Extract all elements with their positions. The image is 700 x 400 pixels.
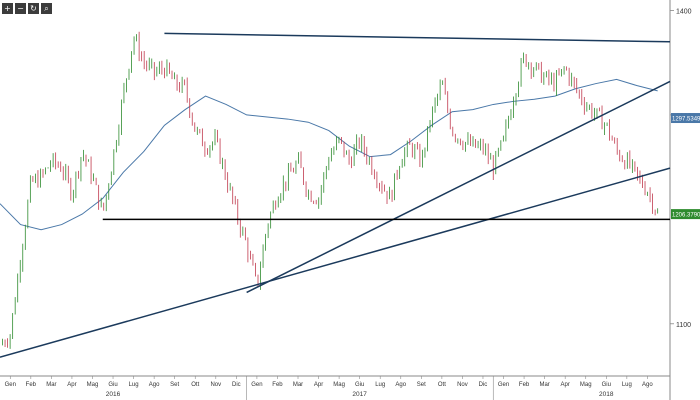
x-tick-label: Mar (539, 382, 549, 388)
y-tick-label: 1100 (676, 322, 691, 329)
x-tick-label: Giu (355, 382, 364, 388)
x-tick-label: Ott (191, 382, 199, 388)
x-tick-label: Lug (622, 382, 632, 388)
x-tick-label: Nov (457, 382, 468, 388)
x-tick-label: Feb (272, 382, 283, 388)
x-tick-label: Gen (498, 382, 509, 388)
minus-icon[interactable]: − (15, 3, 26, 14)
chart-toolbar: + − ↻ ⌕ (2, 3, 52, 14)
x-tick-label: Dic (232, 382, 241, 388)
x-tick-label: Ott (438, 382, 446, 388)
x-tick-label: Gen (251, 382, 262, 388)
reset-icon[interactable]: ↻ (28, 3, 39, 14)
trendline (0, 167, 671, 358)
trendline (164, 32, 671, 43)
price-label: 1206.3790 (672, 213, 700, 219)
year-label: 2016 (106, 391, 121, 398)
x-tick-label: Mag (333, 382, 345, 388)
price-label-bg (671, 113, 700, 124)
x-tick-label: Feb (26, 382, 37, 388)
x-tick-label: Mag (580, 382, 592, 388)
x-tick-label: Feb (519, 382, 530, 388)
x-tick-label: Lug (375, 382, 385, 388)
price-candles (2, 31, 659, 349)
x-tick-label: Nov (210, 382, 221, 388)
x-tick-label: Dic (479, 382, 488, 388)
x-tick-label: Mag (87, 382, 99, 388)
price-label: 1297.5349 (672, 117, 700, 123)
y-tick-label: 1400 (676, 8, 692, 15)
year-label: 2018 (599, 391, 614, 398)
x-tick-label: Ago (395, 382, 406, 388)
x-tick-label: Apr (561, 382, 570, 388)
plus-icon[interactable]: + (2, 3, 13, 14)
x-tick-label: Ago (149, 382, 160, 388)
x-tick-label: Mar (293, 382, 303, 388)
x-tick-label: Apr (314, 382, 323, 388)
x-tick-label: Giu (602, 382, 611, 388)
zoom-icon[interactable]: ⌕ (41, 3, 52, 14)
x-tick-label: Gen (5, 382, 16, 388)
x-tick-label: Apr (67, 382, 76, 388)
x-tick-label: Mar (46, 382, 56, 388)
moving-average-line (0, 78, 658, 231)
price-label-bg (671, 209, 700, 220)
x-tick-label: Lug (129, 382, 139, 388)
x-tick-label: Ago (642, 382, 653, 388)
trendline (246, 80, 671, 294)
x-tick-label: Set (170, 382, 179, 388)
x-tick-label: Set (417, 382, 426, 388)
year-label: 2017 (352, 391, 367, 398)
x-tick-label: Giu (108, 382, 117, 388)
